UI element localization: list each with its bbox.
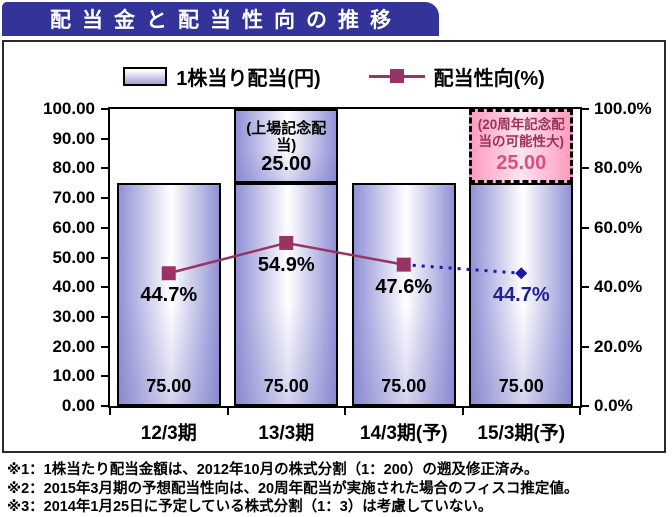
y-axis-left-tick [101, 197, 108, 200]
y-axis-right-tick [582, 167, 589, 170]
y-axis-right-tick [582, 345, 589, 348]
y-axis-right-label: 80.0% [594, 158, 643, 178]
bar-value-label: 75.00 [146, 376, 192, 396]
y-axis-right-label: 20.0% [594, 336, 643, 356]
bar-segment-value: 25.00 [261, 153, 312, 176]
y-axis-left-label: 70.00 [52, 188, 95, 208]
x-axis-label: 14/3期(予) [359, 423, 448, 444]
y-axis-left-tick [101, 315, 108, 318]
bar-swatch-icon [123, 66, 168, 86]
payout-value-label: 44.7% [140, 284, 198, 307]
chart-title: 配当金と配当性向の推移 [50, 9, 402, 32]
y-axis-right-tick [582, 286, 589, 289]
x-axis-tick [579, 408, 581, 415]
y-axis-left-label: 10.00 [52, 366, 95, 386]
x-axis-tick [226, 408, 229, 415]
payout-value-label: 54.9% [257, 253, 315, 276]
bar-segment: (上場記念配当) 25.00 [234, 109, 339, 184]
legend-label-payout: 配当性向(%) [433, 67, 545, 90]
bar-segment: 75.00 [351, 183, 456, 406]
y-axis-left-label: 30.00 [52, 306, 95, 326]
y-axis-left-label: 20.00 [52, 336, 95, 356]
y-axis-left-tick [101, 345, 108, 348]
bar-segment: 75.00 [234, 183, 339, 406]
bar-segment: 75.00 [469, 183, 574, 406]
y-axis-left-tick [101, 226, 108, 229]
y-axis-left-label: 80.00 [52, 158, 95, 178]
line-marker-icon [368, 66, 425, 86]
legend: 1株当り配当(円) 配当性向(%) [4, 62, 664, 90]
y-axis-left-tick [101, 256, 108, 259]
x-axis-tick [109, 408, 111, 415]
y-axis-left-tick [101, 137, 108, 140]
bar-segment-note: (上場記念配当) [246, 120, 327, 154]
y-axis-right-label: 40.0% [594, 277, 643, 297]
bar-value-label: 75.00 [498, 376, 544, 396]
x-axis-label: 13/3期 [258, 423, 315, 444]
y-axis-left-label: 60.00 [52, 217, 95, 237]
footnote: ※3：2014年1月25日に予定している株式分割（1：3）は考慮していない。 [7, 499, 493, 515]
footnotes: ※1：1株当たり配当金額は、2012年10月の株式分割（1：200）の遡及修正済… [7, 461, 667, 517]
bar-segment-value: 25.00 [496, 152, 547, 175]
x-axis-tick [344, 408, 346, 415]
y-axis-left-tick [101, 286, 108, 289]
bar-value-label: 75.00 [263, 376, 309, 396]
y-axis-right-label: 60.0% [594, 217, 643, 237]
y-axis-left-tick [101, 405, 108, 407]
footnote: ※2：2015年3月期の予想配当性向は、20周年配当が実施された場合のフィスコ推… [7, 480, 579, 497]
chart-title-bar: 配当金と配当性向の推移 [2, 2, 439, 36]
y-axis-right-label: 0.0% [594, 396, 633, 415]
y-axis-left-tick [101, 108, 108, 110]
y-axis-left-label: 0.00 [61, 396, 95, 415]
x-axis-label: 12/3期 [140, 423, 197, 444]
bar-segment: (20周年記念配当の可能性大) 25.00 [469, 109, 574, 184]
y-axis-left-label: 40.00 [52, 277, 95, 297]
bar-value-label: 75.00 [381, 376, 427, 396]
y-axis-right-tick [582, 405, 589, 407]
y-axis-right-tick [582, 108, 589, 110]
payout-value-label: 44.7% [492, 284, 550, 307]
y-axis-left-label: 50.00 [52, 247, 95, 267]
legend-item-payout: 配当性向(%) [368, 62, 545, 91]
footnote: ※1：1株当たり配当金額は、2012年10月の株式分割（1：200）の遡及修正済… [7, 462, 539, 478]
y-axis-left-label: 90.00 [52, 128, 95, 148]
bar-segment: 75.00 [116, 183, 221, 406]
bar-segment-note: (20周年記念配当の可能性大) [477, 117, 565, 149]
legend-item-dividend: 1株当り配当(円) [123, 62, 321, 91]
legend-label-dividend: 1株当り配当(円) [176, 67, 321, 90]
y-axis-left-tick [101, 167, 108, 170]
y-axis-right-label: 100.0% [594, 99, 652, 118]
y-axis-right-tick [582, 226, 589, 229]
x-axis-tick [461, 408, 464, 415]
x-axis-label: 15/3期(予) [477, 423, 566, 444]
payout-value-label: 47.6% [375, 275, 433, 298]
y-axis-left-label: 100.00 [43, 99, 95, 118]
plot-area: 75.00 75.00 (上場記念配当) 25.00 75.00 75.00 (20周年記念… [108, 107, 582, 408]
chart-frame: 1株当り配当(円) 配当性向(%) 75.00 75.00 (上場記念配当) 25.0… [2, 40, 666, 453]
y-axis-left-tick [101, 375, 108, 378]
